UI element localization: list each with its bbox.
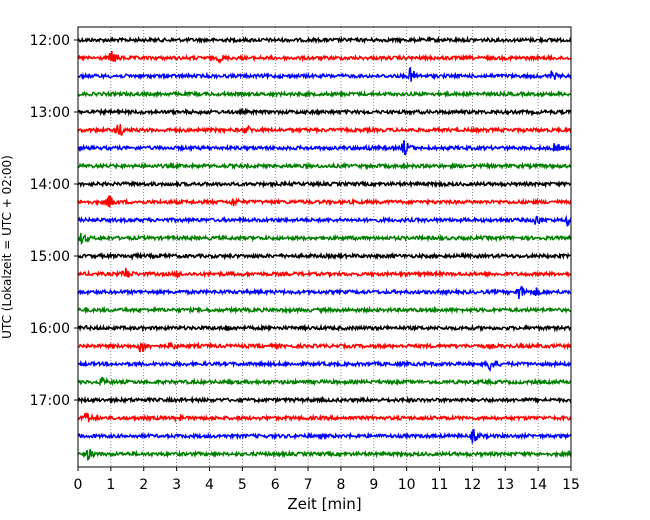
trace-1645 <box>77 376 572 387</box>
trace-1430 <box>77 214 572 227</box>
x-tick-label: 12 <box>463 477 481 493</box>
x-tick-label: 15 <box>562 477 580 493</box>
x-axis-ticks: 0 1 2 3 4 5 6 7 8 9 10 11 12 13 14 15 <box>74 467 580 493</box>
vertical-grid <box>110 27 539 467</box>
trace-1630 <box>77 359 572 373</box>
x-tick-label: 8 <box>336 477 345 493</box>
y-tick-label: 14:00 <box>30 177 70 193</box>
trace-1230 <box>77 66 572 82</box>
y-tick-label: 16:00 <box>30 321 70 337</box>
trace-1700 <box>77 395 572 405</box>
seismogram-traces <box>77 35 572 461</box>
y-tick-label: 17:00 <box>30 393 70 409</box>
trace-1300 <box>77 107 572 117</box>
x-tick-label: 3 <box>172 477 181 493</box>
plot-frame <box>77 26 572 468</box>
y-axis-ticks: 12:00 13:00 14:00 15:00 16:00 17:00 <box>30 33 78 409</box>
trace-1200 <box>77 35 572 45</box>
y-tick-label: 15:00 <box>30 249 70 265</box>
x-tick-label: 14 <box>529 477 547 493</box>
x-axis-title: Zeit [min] <box>287 495 361 513</box>
trace-1215 <box>77 50 572 64</box>
trace-1545 <box>78 305 572 315</box>
trace-1345 <box>77 161 571 171</box>
x-tick-label: 10 <box>398 477 416 493</box>
trace-1330 <box>77 140 572 156</box>
trace-1400 <box>77 179 572 189</box>
x-tick-label: 6 <box>271 477 280 493</box>
x-tick-label: 0 <box>74 477 83 493</box>
trace-1315 <box>77 124 572 137</box>
trace-1715 <box>77 411 572 424</box>
trace-1245 <box>77 89 572 99</box>
trace-1745 <box>77 448 572 461</box>
x-tick-label: 2 <box>139 477 148 493</box>
y-axis-title: UTC (Lokalzeit = UTC + 02:00) <box>0 155 14 339</box>
trace-1415 <box>77 195 572 208</box>
x-tick-label: 5 <box>238 477 247 493</box>
trace-1445 <box>77 232 572 246</box>
x-tick-label: 9 <box>369 477 378 493</box>
x-tick-label: 11 <box>431 477 449 493</box>
trace-1500 <box>77 251 572 262</box>
y-tick-label: 13:00 <box>30 105 70 121</box>
trace-1530 <box>77 285 572 300</box>
x-tick-label: 7 <box>304 477 313 493</box>
trace-1730 <box>77 428 572 444</box>
trace-1615 <box>77 341 572 353</box>
x-tick-label: 13 <box>496 477 514 493</box>
trace-1515 <box>77 267 572 280</box>
y-tick-label: 12:00 <box>30 33 70 49</box>
x-tick-label: 1 <box>106 477 115 493</box>
x-tick-label: 4 <box>205 477 214 493</box>
trace-1600 <box>77 323 572 333</box>
